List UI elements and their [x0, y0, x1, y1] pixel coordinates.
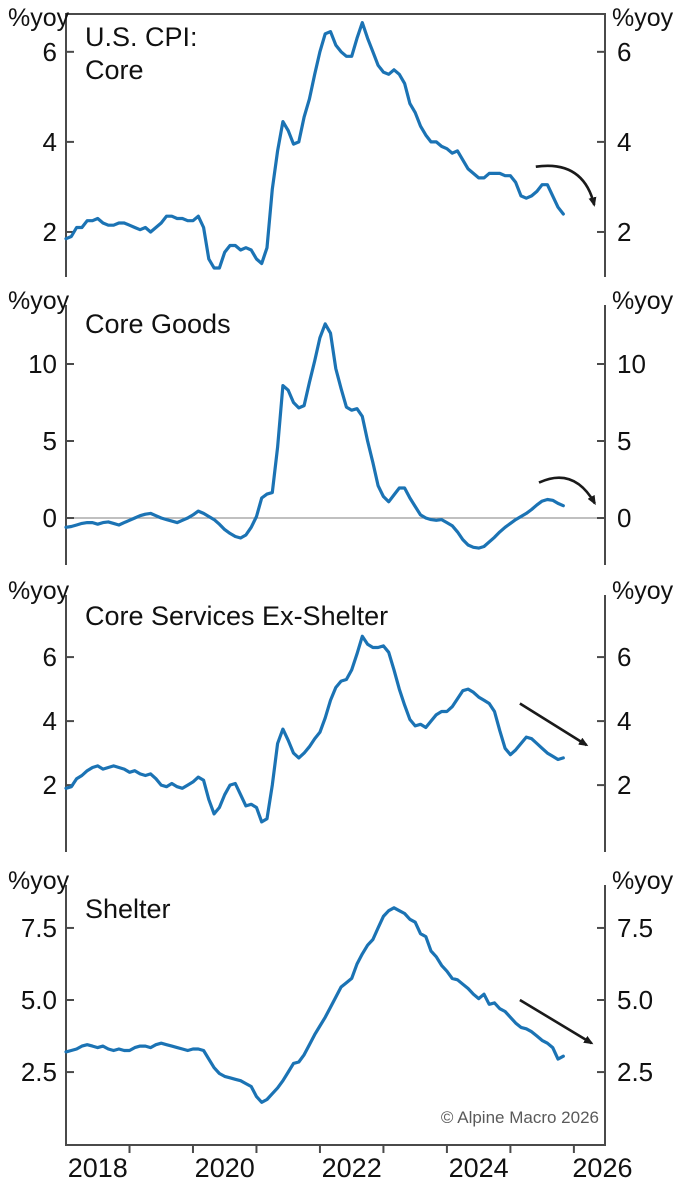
y-tick-label-left: 2	[43, 217, 57, 247]
unit-label-right: %yoy	[612, 577, 674, 605]
y-tick-label-right: 2.5	[617, 1057, 653, 1087]
y-tick-label-right: 6	[617, 642, 631, 672]
y-tick-label-left: 2.5	[21, 1057, 57, 1087]
y-tick-label-left: 5	[43, 426, 57, 456]
y-tick-label-right: 4	[617, 706, 631, 736]
x-tick-label: 2024	[449, 1153, 509, 1182]
x-tick-label: 2026	[572, 1153, 632, 1182]
unit-label-left: %yoy	[8, 4, 70, 32]
panel-core-goods-line	[64, 322, 565, 550]
y-tick-label-left: 4	[43, 706, 57, 736]
y-tick-label-right: 5	[617, 426, 631, 456]
unit-label-left: %yoy	[8, 577, 70, 605]
copyright-label: © Alpine Macro 2026	[441, 1108, 599, 1127]
y-tick-label-left: 6	[43, 37, 57, 67]
panel-title: U.S. CPI:	[85, 22, 198, 52]
y-tick-label-left: 6	[43, 642, 57, 672]
unit-label-right: %yoy	[612, 287, 674, 315]
panel-us-cpi-core: 2 2 4 4 6 6 %yoy %yoy U.S. CPI:Core	[8, 4, 674, 277]
unit-label-right: %yoy	[612, 4, 674, 32]
unit-label-right: %yoy	[612, 867, 674, 895]
panel-title: Core	[85, 55, 144, 85]
y-tick-label-left: 2	[43, 770, 57, 800]
panel-title: Core Goods	[85, 309, 231, 339]
y-tick-label-right: 7.5	[617, 913, 653, 943]
trend-arrow	[535, 164, 597, 207]
x-tick-label: 2020	[195, 1153, 255, 1182]
unit-label-left: %yoy	[8, 867, 70, 895]
y-tick-label-right: 5.0	[617, 985, 653, 1015]
y-tick-label-right: 10	[617, 349, 646, 379]
y-tick-label-right: 6	[617, 37, 631, 67]
panel-core-goods: 0 0 5 5 10 10 %yoy %yoy Core Goods	[8, 287, 674, 565]
trend-arrow	[538, 476, 596, 506]
x-axis: 2018 2020 2022 2024 2026	[65, 1144, 632, 1183]
unit-label-left: %yoy	[8, 287, 70, 315]
panel-title: Shelter	[85, 894, 171, 924]
panel-us-cpi-core-line	[64, 21, 565, 270]
y-tick-label-left: 7.5	[21, 913, 57, 943]
y-tick-label-right: 4	[617, 127, 631, 157]
panel-core-services-ex-shelter: 2 2 4 4 6 6 %yoy %yoy Core Services Ex-Shelter	[8, 577, 674, 852]
panel-shelter-line	[64, 906, 565, 1104]
y-tick-label-left: 4	[43, 127, 57, 157]
panel-title: Core Services Ex-Shelter	[85, 601, 388, 631]
y-tick-label-left: 5.0	[21, 985, 57, 1015]
trend-arrow	[519, 702, 589, 747]
trend-arrow	[519, 998, 594, 1045]
x-tick-label: 2022	[322, 1153, 382, 1182]
y-tick-label-left: 10	[28, 349, 57, 379]
y-tick-label-right: 0	[617, 503, 631, 533]
panel-shelter: 2.5 2.5 5.0 5.0 7.5 7.5 %yoy %yoy Shelter	[8, 867, 674, 1145]
y-tick-label-left: 0	[43, 503, 57, 533]
panel-core-services-ex-shelter-line	[64, 634, 565, 824]
x-tick-label: 2018	[68, 1153, 128, 1182]
y-tick-label-right: 2	[617, 770, 631, 800]
y-tick-label-right: 2	[617, 217, 631, 247]
